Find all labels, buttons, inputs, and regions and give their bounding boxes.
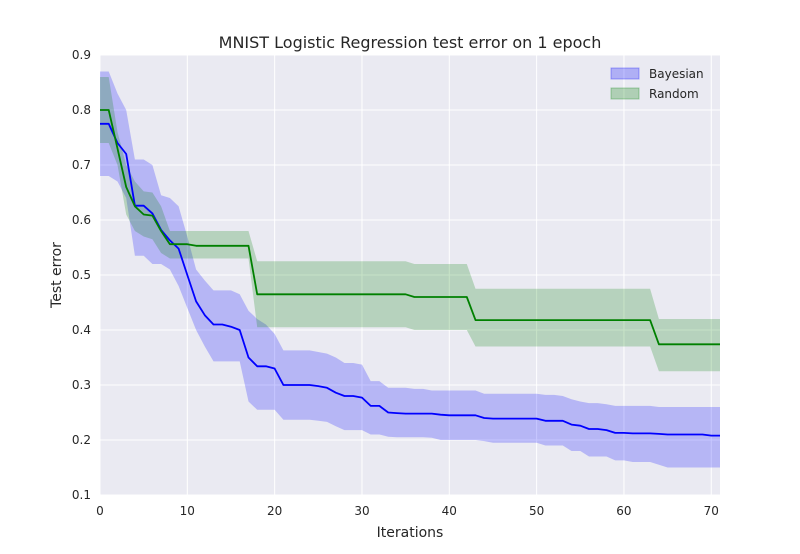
x-tick-label-3: 30: [354, 504, 369, 518]
x-tick-label-2: 20: [267, 504, 282, 518]
grid-lines: [99, 54, 720, 496]
y-tick-label-8: 0.9: [72, 48, 91, 62]
x-tick-label-7: 70: [704, 504, 719, 518]
y-tick-label-4: 0.5: [72, 268, 91, 282]
y-tick-label-0: 0.1: [72, 488, 91, 502]
y-tick-label-5: 0.6: [72, 213, 91, 227]
x-axis-label: Iterations: [377, 525, 444, 541]
band-random: [100, 77, 720, 372]
x-tick-label-6: 60: [616, 504, 631, 518]
legend-label-bayesian: Bayesian: [649, 67, 704, 81]
legend-swatch-bayesian: [610, 67, 640, 80]
legend: Bayesian Random: [610, 67, 704, 101]
series-lines: [100, 109, 720, 437]
x-tick-label-1: 10: [180, 504, 195, 518]
x-tick-label-4: 40: [442, 504, 457, 518]
legend-swatch-random: [610, 87, 640, 100]
x-tick-label-5: 50: [529, 504, 544, 518]
series-line-bayesian: [100, 122, 720, 437]
band-bayesian: [100, 71, 720, 468]
confidence-bands: [100, 71, 720, 468]
y-tick-labels: 0.1 0.2 0.3 0.4 0.5 0.6 0.7 0.8 0.9: [72, 48, 91, 502]
y-tick-label-1: 0.2: [72, 433, 91, 447]
y-axis-label: Test error: [49, 242, 65, 309]
series-line-random: [100, 109, 720, 346]
chart-title: MNIST Logistic Regression test error on …: [219, 33, 602, 52]
x-tick-label-0: 0: [96, 504, 104, 518]
y-tick-label-3: 0.4: [72, 323, 91, 337]
y-tick-label-6: 0.7: [72, 158, 91, 172]
legend-label-random: Random: [649, 87, 699, 101]
y-tick-label-7: 0.8: [72, 103, 91, 117]
y-tick-label-2: 0.3: [72, 378, 91, 392]
x-tick-labels: 0 10 20 30 40 50 60 70: [96, 504, 719, 518]
